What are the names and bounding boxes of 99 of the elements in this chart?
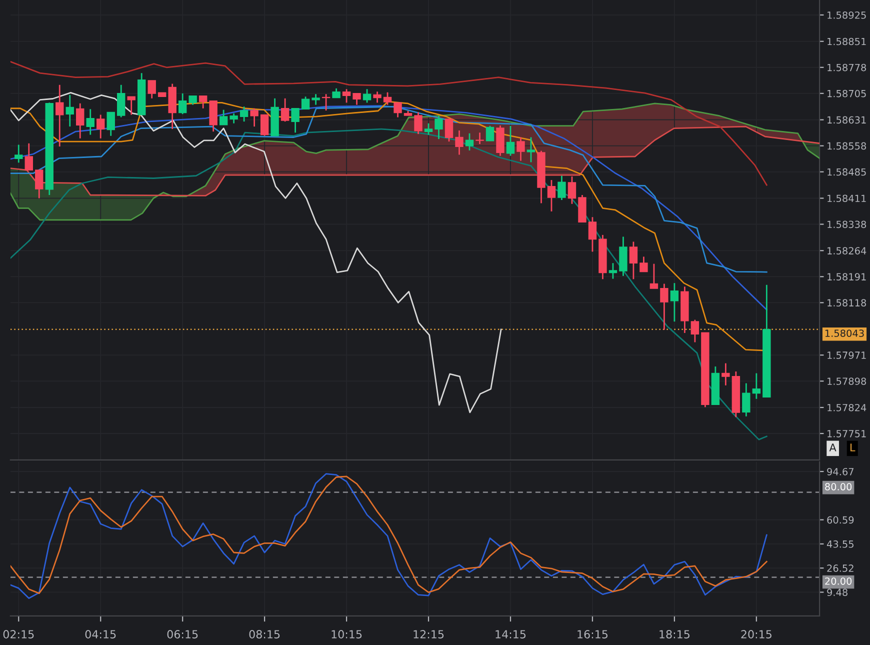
candlestick xyxy=(516,136,525,162)
candlestick xyxy=(640,256,648,272)
candlestick xyxy=(56,84,64,148)
candlestick xyxy=(280,98,290,122)
candlestick xyxy=(76,102,84,140)
y-tick-label: 1.57898 xyxy=(828,378,866,385)
y-tick-label: 1.58631 xyxy=(828,116,866,124)
y-tick-label: 1.58925 xyxy=(828,11,866,19)
x-tick-label: 08:15 xyxy=(249,630,280,638)
candlestick xyxy=(373,90,382,104)
y-tick-label: 43.55 xyxy=(826,540,854,548)
y-tick-label: 94.67 xyxy=(827,468,854,476)
x-tick-label: 20:15 xyxy=(741,630,772,638)
candlestick xyxy=(547,179,556,212)
candlestick xyxy=(486,125,494,142)
candlestick xyxy=(394,102,402,118)
y-tick-label: 60.59 xyxy=(827,516,854,524)
candlestick xyxy=(301,96,310,110)
candlestick xyxy=(86,108,94,136)
candlestick xyxy=(629,241,638,280)
ref-line-label: 1.58043 xyxy=(825,330,864,337)
y-tick-label: 1.58264 xyxy=(828,247,866,254)
candlestick xyxy=(383,92,392,106)
text: A xyxy=(829,444,836,452)
y-tick-label: 1.58191 xyxy=(828,273,866,280)
candlestick xyxy=(568,176,576,205)
candlestick xyxy=(352,92,361,106)
x-tick-label: 04:15 xyxy=(85,630,116,638)
candlestick xyxy=(526,136,536,163)
candlestick xyxy=(690,319,700,343)
candlestick xyxy=(230,112,238,124)
candlestick xyxy=(619,236,628,277)
y-tick-label: 1.58338 xyxy=(828,220,866,228)
candlestick xyxy=(209,100,218,132)
candlestick xyxy=(240,106,248,122)
candlestick xyxy=(742,382,750,418)
candlestick xyxy=(558,175,566,201)
candlestick xyxy=(117,84,126,118)
x-tick-label: 14:15 xyxy=(496,630,526,638)
candlestick xyxy=(178,92,187,115)
candlestick xyxy=(434,115,443,140)
candlestick xyxy=(722,362,730,386)
ref-line-label: 20.00 xyxy=(825,577,852,585)
x-tick-label: 02:15 xyxy=(3,630,34,638)
y-tick-label: 26.52 xyxy=(827,564,854,572)
x-tick-label: 06:15 xyxy=(167,630,198,638)
line-series xyxy=(10,105,768,310)
candlestick xyxy=(24,142,33,171)
candlestick xyxy=(312,93,320,106)
y-tick-label: 1.57824 xyxy=(828,404,866,412)
y-tick-label: 1.58778 xyxy=(828,64,866,72)
ref-line-label: 80.00 xyxy=(825,483,852,490)
candlestick xyxy=(342,88,351,104)
candlestick xyxy=(35,169,44,199)
candlestick xyxy=(444,118,454,142)
y-tick-label: 1.58411 xyxy=(828,194,866,202)
candlestick xyxy=(465,132,474,152)
line-series xyxy=(10,128,768,440)
candlestick xyxy=(291,108,300,134)
candlestick xyxy=(455,130,464,156)
candlestick xyxy=(650,263,658,290)
x-tick-label: 18:15 xyxy=(660,630,690,638)
candlestick xyxy=(506,125,515,156)
candlestick xyxy=(476,132,484,145)
line-series xyxy=(10,126,820,196)
candlestick xyxy=(362,88,372,104)
candlestick xyxy=(608,262,618,280)
line-series xyxy=(10,60,768,186)
y-tick-label: 9.48 xyxy=(827,588,848,596)
candlestick xyxy=(127,96,136,116)
candlestick xyxy=(660,283,668,330)
candlestick xyxy=(148,80,156,100)
candlestick xyxy=(106,112,115,137)
candlestick xyxy=(414,112,422,135)
y-tick-label: 1.58118 xyxy=(828,299,866,306)
candlestick xyxy=(588,216,597,252)
y-tick-label: 1.57751 xyxy=(828,430,866,438)
candlestick xyxy=(670,282,679,322)
candlestick xyxy=(332,88,340,98)
y-tick-label: 1.58851 xyxy=(828,38,866,46)
candlestick xyxy=(96,114,105,140)
y-tick-label: 1.58558 xyxy=(828,142,866,150)
x-tick-label: 16:15 xyxy=(578,630,608,638)
text: L xyxy=(850,444,856,452)
y-tick-label: 1.58485 xyxy=(828,168,866,176)
candlestick xyxy=(250,108,258,128)
x-tick-label: 10:15 xyxy=(332,630,362,638)
candlestick xyxy=(14,144,23,164)
candlestick xyxy=(424,122,433,136)
line-series xyxy=(10,92,502,414)
candlestick xyxy=(66,94,74,128)
y-tick-label: 1.57971 xyxy=(828,352,866,359)
line-series xyxy=(10,102,820,221)
candlestick xyxy=(752,372,761,400)
candlestick xyxy=(198,95,208,110)
candlestick xyxy=(219,109,228,126)
candlestick xyxy=(260,114,269,137)
x-tick-label: 12:15 xyxy=(414,630,444,638)
y-tick-label: 1.58705 xyxy=(828,90,866,98)
